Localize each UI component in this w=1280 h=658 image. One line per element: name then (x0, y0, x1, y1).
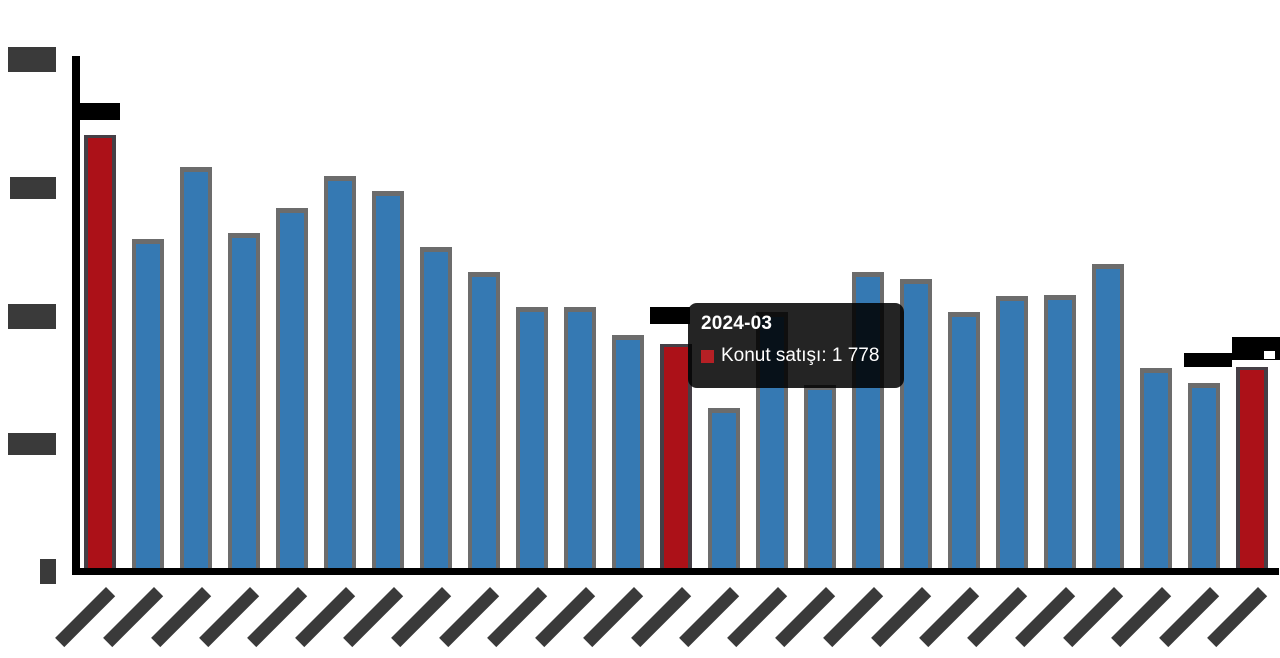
bar-column[interactable] (468, 272, 500, 572)
bar-column[interactable] (708, 408, 740, 572)
bar-column[interactable] (948, 312, 980, 572)
tooltip-title: 2024-03 (701, 313, 773, 334)
redacted-annotation-right-notch (1264, 351, 1275, 359)
redacted-y-tick-label (8, 433, 56, 455)
bar-column[interactable] (372, 191, 404, 572)
bar-column[interactable] (900, 279, 932, 572)
series-marker-icon (701, 349, 714, 363)
bar-column[interactable] (516, 307, 548, 572)
tooltip-value-text: Konut satışı: 1 778 (721, 345, 880, 366)
bar-column[interactable] (324, 176, 356, 572)
bar-column[interactable] (1188, 383, 1220, 572)
bar-column[interactable] (564, 307, 596, 572)
bar-column[interactable] (420, 247, 452, 572)
x-axis-line (72, 568, 1279, 575)
bar-column[interactable] (1092, 264, 1124, 572)
redacted-y-tick-label (40, 559, 56, 584)
bar-column[interactable] (132, 239, 164, 572)
bar-column[interactable] (1044, 295, 1076, 572)
redacted-annotation-top-left (76, 103, 120, 120)
bar-column-highlighted[interactable] (1236, 367, 1268, 572)
bar-column[interactable] (804, 385, 836, 572)
bar-column[interactable] (228, 233, 260, 572)
redacted-y-tick-label (8, 47, 56, 72)
redacted-y-tick-label (8, 304, 56, 329)
tooltip-row: Konut satışı: 1 778 (701, 346, 904, 366)
bar-column[interactable] (612, 335, 644, 572)
bar-column-highlighted[interactable] (660, 344, 692, 572)
chart-tooltip: 2024-03 Konut satışı: 1 778 (688, 303, 904, 388)
bar-column[interactable] (996, 296, 1028, 572)
bar-column[interactable] (276, 208, 308, 572)
redacted-annotation-mid (650, 307, 690, 324)
redacted-annotation-right-lower (1184, 353, 1232, 367)
bar-column-highlighted[interactable] (84, 135, 116, 572)
bar-column[interactable] (1140, 368, 1172, 572)
bar-column[interactable] (180, 167, 212, 572)
redacted-y-tick-label (10, 177, 56, 199)
y-axis-line (72, 56, 80, 575)
